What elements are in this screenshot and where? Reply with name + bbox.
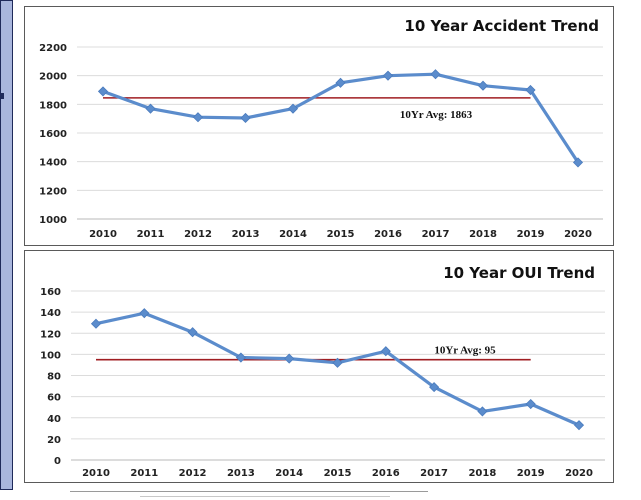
data-point (97, 86, 109, 97)
data-point (430, 69, 441, 80)
y-tick-label: 1200 (39, 186, 67, 197)
data-point (525, 84, 536, 96)
y-tick-label: 120 (40, 329, 61, 340)
data-point (145, 103, 156, 114)
x-tick-label: 2016 (372, 468, 400, 479)
x-tick-label: 2017 (422, 229, 450, 240)
y-tick-label: 140 (40, 308, 61, 319)
series-line (94, 311, 581, 427)
y-tick-label: 1600 (39, 129, 67, 140)
data-point (335, 77, 346, 88)
average-label: 10Yr Avg: 95 (434, 345, 496, 357)
data-point (284, 353, 295, 364)
x-tick-label: 2012 (179, 468, 207, 479)
x-tick-label: 2019 (517, 229, 545, 240)
data-point (287, 103, 299, 114)
data-point (192, 112, 204, 123)
y-tick-label: 40 (47, 414, 61, 425)
data-point (90, 318, 102, 329)
x-tick-label: 2015 (324, 468, 352, 479)
y-tick-label: 0 (54, 456, 61, 467)
x-tick-label: 2015 (327, 229, 355, 240)
data-point (382, 70, 394, 81)
x-tick-label: 2019 (517, 468, 545, 479)
x-tick-label: 2010 (82, 468, 110, 479)
average-label: 10Yr Avg: 1863 (400, 109, 473, 121)
chart-title: 10 Year Accident Trend (404, 17, 599, 35)
data-point (525, 398, 536, 410)
data-point (572, 157, 584, 168)
x-tick-label: 2016 (374, 229, 402, 240)
y-tick-label: 1000 (39, 215, 67, 226)
footer-rule (70, 491, 428, 492)
x-tick-label: 2014 (279, 229, 307, 240)
accident-trend-chart: 10 Year Accident Trend 1000 1200 1400 1600 18… (24, 6, 614, 246)
data-point (477, 406, 488, 417)
y-tick-label: 1400 (39, 158, 67, 169)
data-point (477, 80, 489, 91)
oui-trend-chart: 10 Year OUI Trend 0 20 40 60 80 100 120 140 160 20… (24, 250, 614, 483)
oui-trend-plot: 10 Year OUI Trend 0 20 40 60 80 100 120 140 160 20… (40, 264, 605, 479)
x-tick-label: 2011 (137, 229, 165, 240)
data-point (380, 346, 391, 357)
x-tick-label: 2020 (564, 229, 592, 240)
y-tick-label: 160 (40, 287, 61, 298)
data-point (332, 357, 343, 368)
x-tick-label: 2013 (227, 468, 255, 479)
data-point (235, 352, 246, 363)
x-tick-label: 2018 (468, 468, 496, 479)
x-tick-label: 2018 (469, 229, 497, 240)
accident-trend-plot: 10 Year Accident Trend 1000 1200 1400 1600 18… (39, 17, 603, 240)
y-tick-label: 80 (47, 372, 61, 383)
x-tick-label: 2020 (565, 468, 593, 479)
x-tick-label: 2010 (89, 229, 117, 240)
x-tick-label: 2012 (184, 229, 212, 240)
footer-rule-secondary (140, 496, 390, 497)
side-panel (0, 0, 13, 490)
y-tick-label: 20 (47, 435, 61, 446)
data-point (429, 382, 440, 393)
x-tick-label: 2013 (232, 229, 260, 240)
data-point (187, 327, 198, 338)
data-point (240, 112, 251, 124)
y-tick-label: 1800 (39, 100, 67, 111)
y-tick-label: 60 (47, 393, 61, 404)
chart-title: 10 Year OUI Trend (443, 264, 595, 282)
side-panel-mark (1, 93, 4, 99)
y-tick-label: 2000 (39, 72, 67, 83)
x-tick-label: 2014 (275, 468, 303, 479)
y-tick-label: 2200 (39, 43, 67, 54)
data-point (573, 420, 585, 431)
y-tick-label: 100 (40, 350, 61, 361)
data-point (139, 308, 150, 319)
x-tick-label: 2011 (130, 468, 158, 479)
x-tick-label: 2017 (420, 468, 448, 479)
